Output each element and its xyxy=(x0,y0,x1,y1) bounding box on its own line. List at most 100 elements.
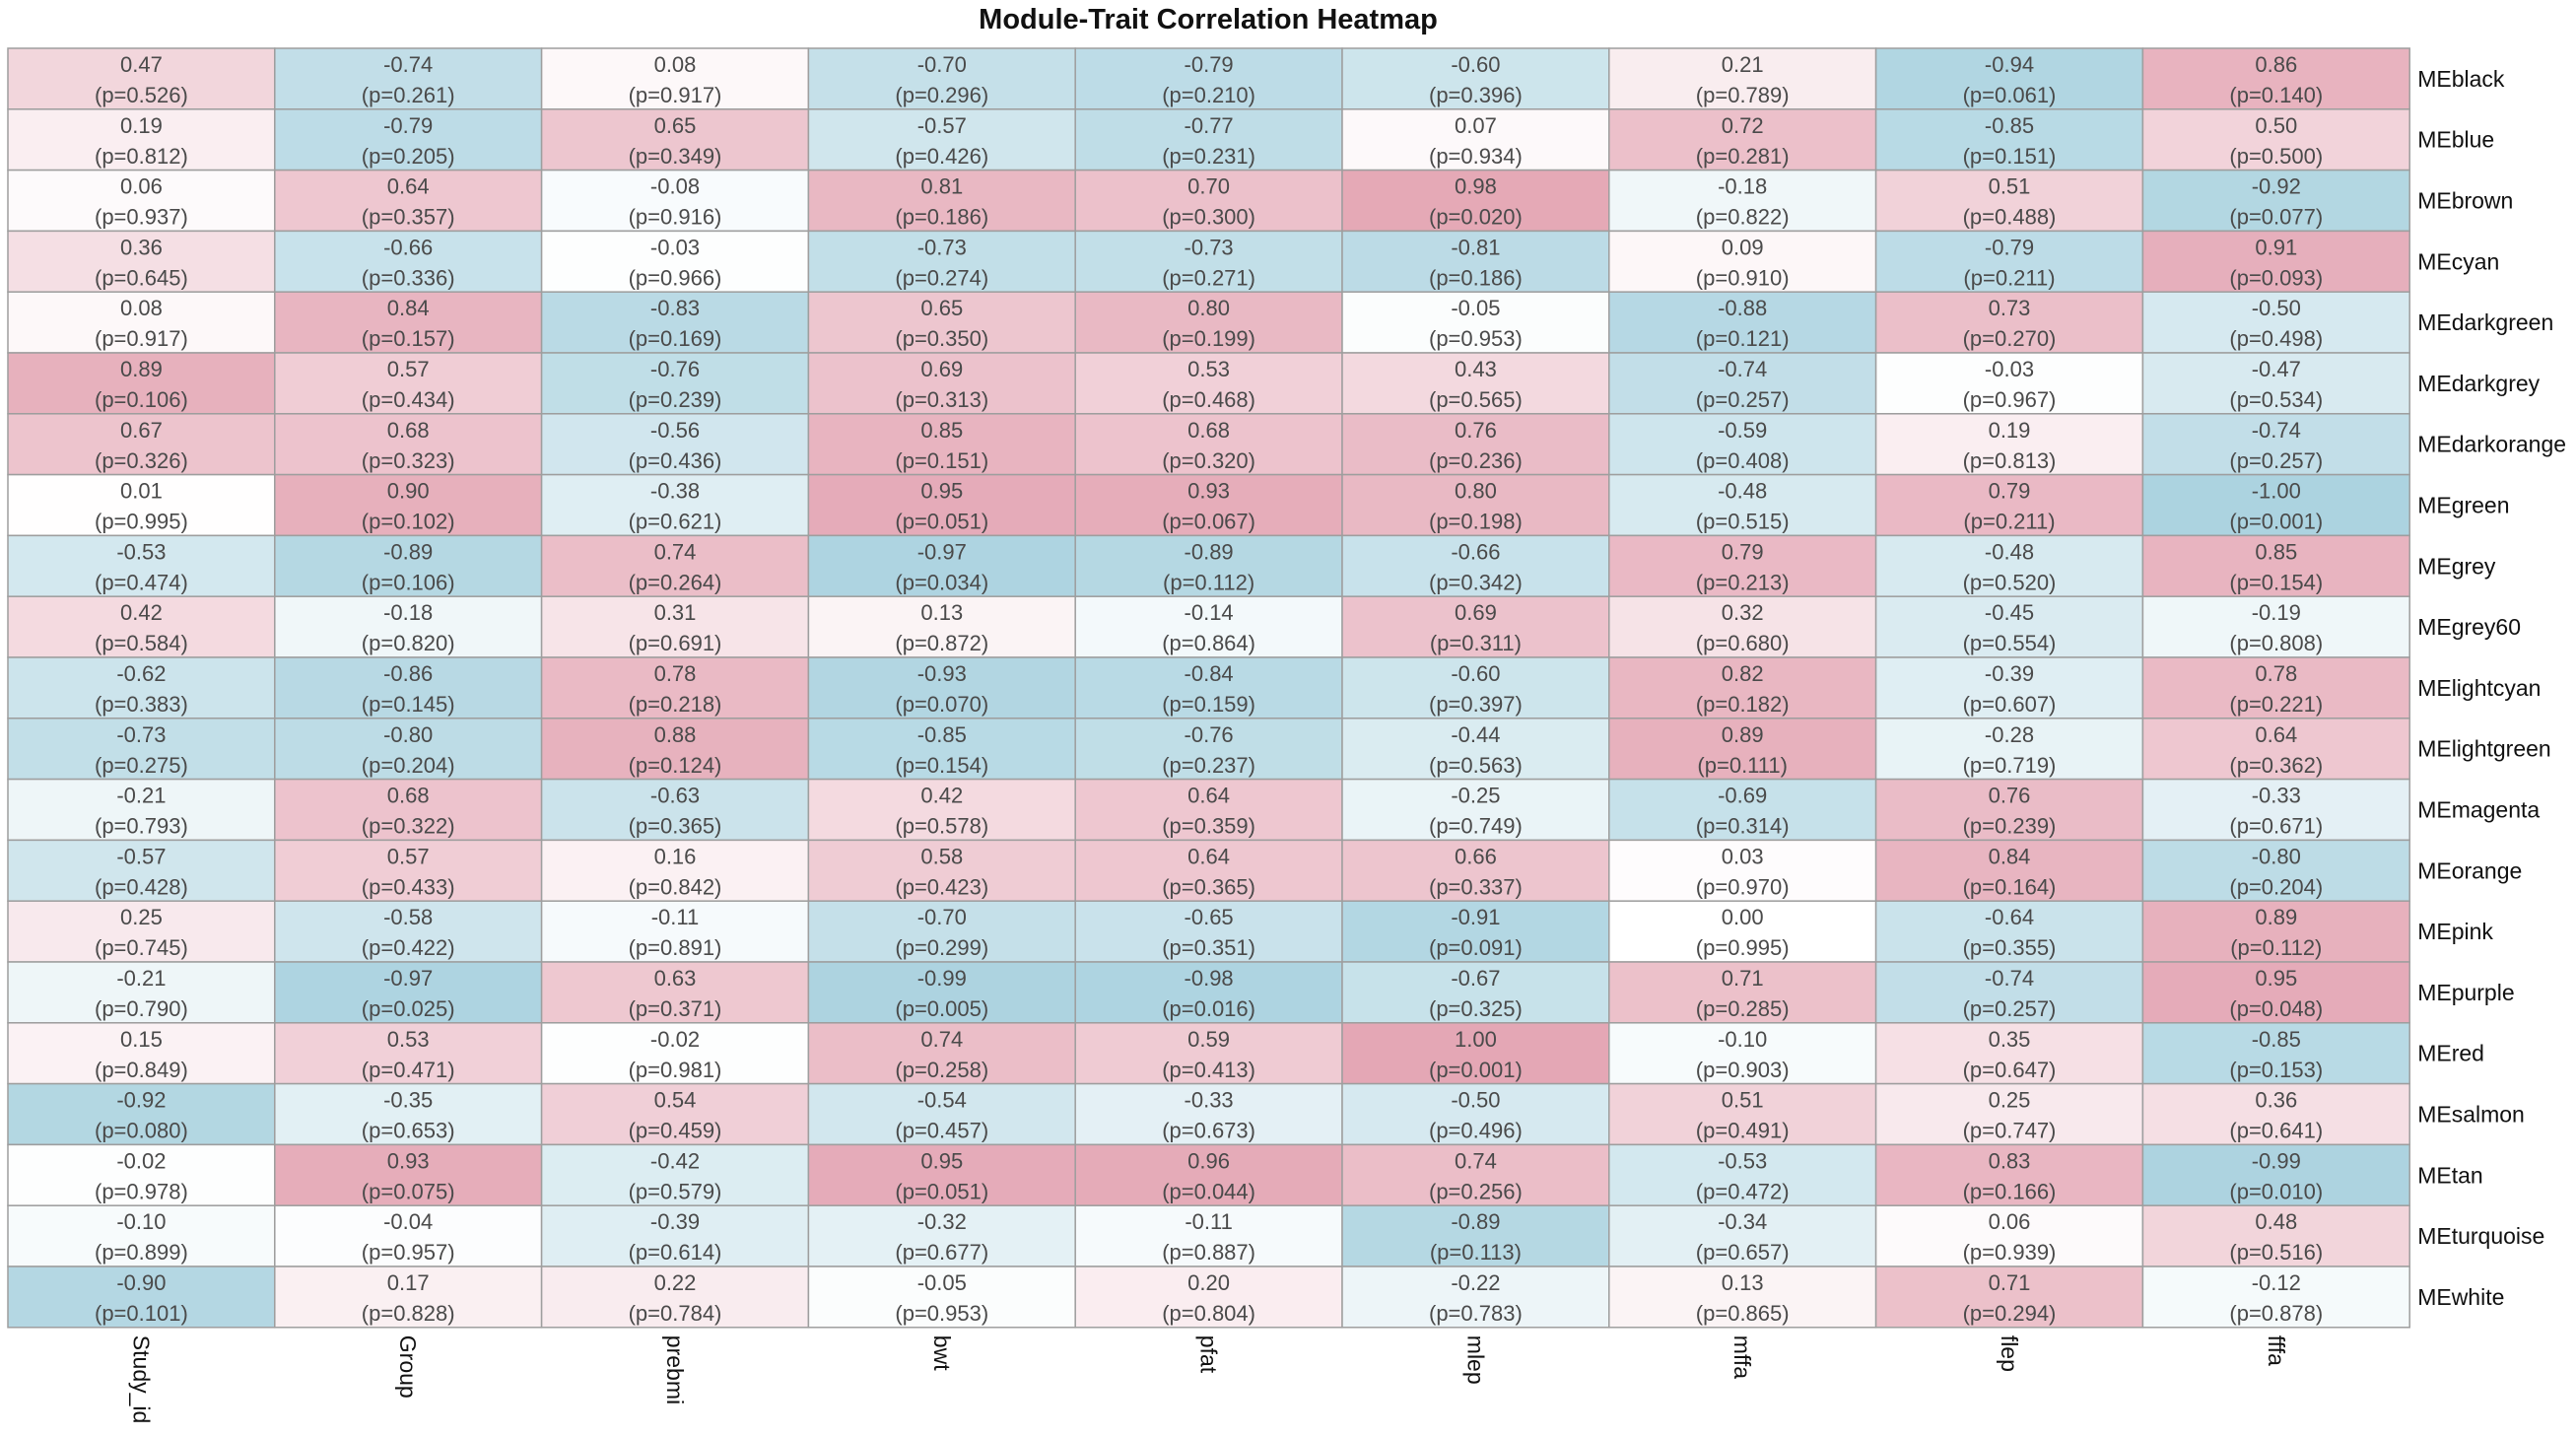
cell-pvalue-label: (p=0.691) xyxy=(629,631,722,655)
heatmap-cell xyxy=(1074,718,1343,781)
cell-correlation-label: 0.50 xyxy=(2255,113,2297,138)
cell-correlation-label: 0.15 xyxy=(120,1027,163,1052)
cell-correlation-label: -0.74 xyxy=(2252,418,2301,443)
cell-correlation-label: -0.12 xyxy=(2252,1270,2301,1295)
cell-pvalue-label: (p=0.001) xyxy=(1429,1058,1523,1082)
cell-pvalue-label: (p=0.371) xyxy=(629,996,722,1021)
cell-pvalue-label: (p=0.210) xyxy=(1162,83,1255,107)
cell-pvalue-label: (p=0.034) xyxy=(895,570,988,594)
cell-pvalue-label: (p=0.745) xyxy=(95,935,188,960)
cell-pvalue-label: (p=0.154) xyxy=(895,753,988,778)
cell-correlation-label: -0.73 xyxy=(917,235,967,259)
cell-correlation-label: -0.39 xyxy=(650,1209,700,1234)
cell-pvalue-label: (p=0.520) xyxy=(1963,570,2057,594)
cell-correlation-label: 0.06 xyxy=(1989,1209,2031,1234)
cell-correlation-label: 0.54 xyxy=(654,1088,697,1113)
cell-correlation-label: -0.03 xyxy=(650,235,700,259)
cell-correlation-label: -0.80 xyxy=(2252,844,2301,868)
cell-correlation-label: 0.71 xyxy=(1722,966,1764,991)
cell-pvalue-label: (p=0.164) xyxy=(1963,874,2057,899)
heatmap-cell xyxy=(807,413,1076,476)
cell-correlation-label: 0.32 xyxy=(1722,600,1764,625)
cell-pvalue-label: (p=0.091) xyxy=(1429,935,1523,960)
heatmap-cell xyxy=(7,534,276,597)
cell-pvalue-label: (p=0.337) xyxy=(1429,874,1523,899)
heatmap-cell xyxy=(1874,1266,2144,1329)
cell-correlation-label: -0.79 xyxy=(1985,235,2034,259)
cell-correlation-label: -0.89 xyxy=(1185,539,1234,564)
heatmap-cell xyxy=(1074,534,1343,597)
column-label-flep: flep xyxy=(1997,1335,2022,1372)
cell-correlation-label: 0.47 xyxy=(120,52,163,77)
cell-correlation-label: -0.42 xyxy=(650,1148,700,1173)
cell-correlation-label: 0.03 xyxy=(1722,844,1764,868)
cell-correlation-label: -0.50 xyxy=(1451,1088,1500,1113)
heatmap-cell xyxy=(1341,656,1610,719)
heatmap-cell xyxy=(807,230,1076,293)
cell-correlation-label: -0.02 xyxy=(650,1027,700,1052)
cell-pvalue-label: (p=0.362) xyxy=(2229,753,2323,778)
cell-pvalue-label: (p=0.112) xyxy=(2230,935,2322,960)
heatmap-cell xyxy=(540,230,810,293)
heatmap-cell xyxy=(274,1143,543,1206)
row-label-MEorange: MEorange xyxy=(2417,857,2522,883)
cell-correlation-label: 0.69 xyxy=(1455,600,1497,625)
cell-pvalue-label: (p=0.325) xyxy=(1429,996,1523,1021)
cell-pvalue-label: (p=0.887) xyxy=(1162,1240,1255,1265)
heatmap-cell xyxy=(1608,534,1877,597)
cell-correlation-label: 0.79 xyxy=(1722,539,1764,564)
heatmap-cell xyxy=(274,1204,543,1267)
cell-pvalue-label: (p=0.647) xyxy=(1963,1058,2057,1082)
cell-pvalue-label: (p=0.182) xyxy=(1696,692,1790,717)
cell-correlation-label: 0.80 xyxy=(1187,296,1230,320)
cell-correlation-label: 0.84 xyxy=(387,296,430,320)
heatmap-cell xyxy=(274,473,543,537)
cell-correlation-label: -0.74 xyxy=(1718,357,1767,381)
row-label-MEbrown: MEbrown xyxy=(2417,188,2513,214)
cell-pvalue-label: (p=0.154) xyxy=(2229,570,2323,594)
heatmap-cell xyxy=(2141,718,2410,781)
row-label-MEdarkorange: MEdarkorange xyxy=(2417,432,2566,457)
cell-correlation-label: -0.53 xyxy=(116,539,166,564)
column-label-Study_id: Study_id xyxy=(128,1335,154,1424)
heatmap-cells: 0.47 (p=0.526) -0.74 (p=0.261) 0.08 (p=0.917)… xyxy=(7,47,2410,1329)
cell-pvalue-label: (p=0.812) xyxy=(95,144,188,169)
cell-correlation-label: -0.89 xyxy=(383,539,433,564)
cell-pvalue-label: (p=0.903) xyxy=(1696,1058,1790,1082)
cell-pvalue-label: (p=0.864) xyxy=(1162,631,1255,655)
cell-correlation-label: -0.57 xyxy=(917,113,967,138)
cell-correlation-label: -0.59 xyxy=(1718,418,1767,443)
cell-correlation-label: -0.25 xyxy=(1451,784,1500,808)
cell-correlation-label: 0.00 xyxy=(1722,905,1764,929)
cell-pvalue-label: (p=0.554) xyxy=(1963,631,2057,655)
cell-correlation-label: -0.34 xyxy=(1718,1209,1767,1234)
heatmap-cell xyxy=(7,718,276,781)
heatmap-cell xyxy=(807,1143,1076,1206)
cell-correlation-label: -1.00 xyxy=(2252,479,2301,504)
cell-correlation-label: -0.14 xyxy=(1185,600,1234,625)
heatmap-cell xyxy=(2141,534,2410,597)
cell-pvalue-label: (p=0.112) xyxy=(1163,570,1254,594)
cell-correlation-label: 0.22 xyxy=(654,1270,697,1295)
cell-pvalue-label: (p=0.257) xyxy=(1963,996,2057,1021)
cell-pvalue-label: (p=0.365) xyxy=(629,814,722,839)
heatmap-cell xyxy=(2141,352,2410,415)
cell-pvalue-label: (p=0.213) xyxy=(1696,570,1790,594)
cell-correlation-label: -0.28 xyxy=(1985,722,2034,747)
cell-correlation-label: 0.66 xyxy=(1455,844,1497,868)
row-label-MEpurple: MEpurple xyxy=(2417,980,2514,1005)
heatmap-cell xyxy=(2141,1022,2410,1085)
cell-correlation-label: -0.85 xyxy=(917,722,967,747)
cell-correlation-label: -0.22 xyxy=(1451,1270,1500,1295)
row-label-MEgrey: MEgrey xyxy=(2417,553,2496,579)
heatmap-cell xyxy=(274,291,543,354)
cell-correlation-label: 0.95 xyxy=(920,479,963,504)
cell-pvalue-label: (p=0.516) xyxy=(2229,1240,2323,1265)
cell-pvalue-label: (p=0.113) xyxy=(1430,1240,1522,1265)
cell-pvalue-label: (p=0.285) xyxy=(1696,996,1790,1021)
heatmap-cell xyxy=(2141,169,2410,233)
cell-correlation-label: 0.76 xyxy=(1989,784,2031,808)
cell-pvalue-label: (p=0.790) xyxy=(95,996,188,1021)
cell-pvalue-label: (p=0.995) xyxy=(95,510,188,534)
cell-correlation-label: -0.92 xyxy=(116,1088,166,1113)
